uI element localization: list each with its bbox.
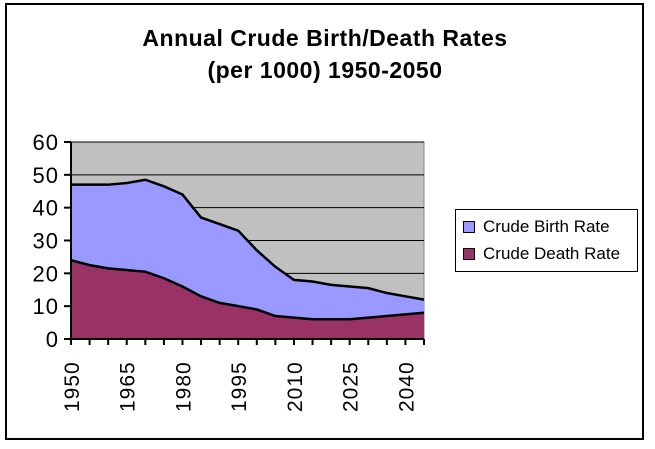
x-axis-label: 2010	[284, 361, 307, 412]
death-rate-line	[70, 258, 425, 321]
y-axis-label: 20	[33, 261, 59, 286]
x-axis-label: 1950	[61, 361, 84, 412]
legend-entry-birth-rate: Crude Birth Rate	[463, 217, 637, 237]
chart-title-line1: Annual Crude Birth/Death Rates	[142, 25, 508, 51]
chart-title: Annual Crude Birth/Death Rates (per 1000…	[0, 22, 650, 86]
y-axis-label: 50	[33, 163, 59, 188]
death-rate-swatch-icon	[463, 248, 475, 260]
y-axis-label: 60	[33, 130, 59, 155]
birth-rate-swatch-icon	[463, 221, 475, 233]
x-axis-label: 1965	[117, 361, 140, 412]
x-axis-label: 1995	[228, 361, 251, 412]
x-axis-label: 1980	[172, 361, 195, 412]
x-axis-label: 2025	[340, 361, 363, 412]
chart-title-line2: (per 1000) 1950-2050	[207, 57, 443, 83]
y-axis-label: 0	[46, 327, 59, 352]
legend-label-death-rate: Crude Death Rate	[483, 244, 621, 263]
birth-rate-line	[71, 178, 425, 301]
y-axis-label: 30	[33, 229, 59, 254]
y-axis-label: 40	[33, 196, 59, 221]
x-axis-label: 2040	[395, 361, 418, 412]
legend-entry-death-rate: Crude Death Rate	[463, 244, 637, 264]
y-axis-label: 10	[33, 294, 59, 319]
legend: Crude Birth Rate Crude Death Rate	[455, 209, 638, 272]
legend-label-birth-rate: Crude Birth Rate	[483, 217, 610, 236]
